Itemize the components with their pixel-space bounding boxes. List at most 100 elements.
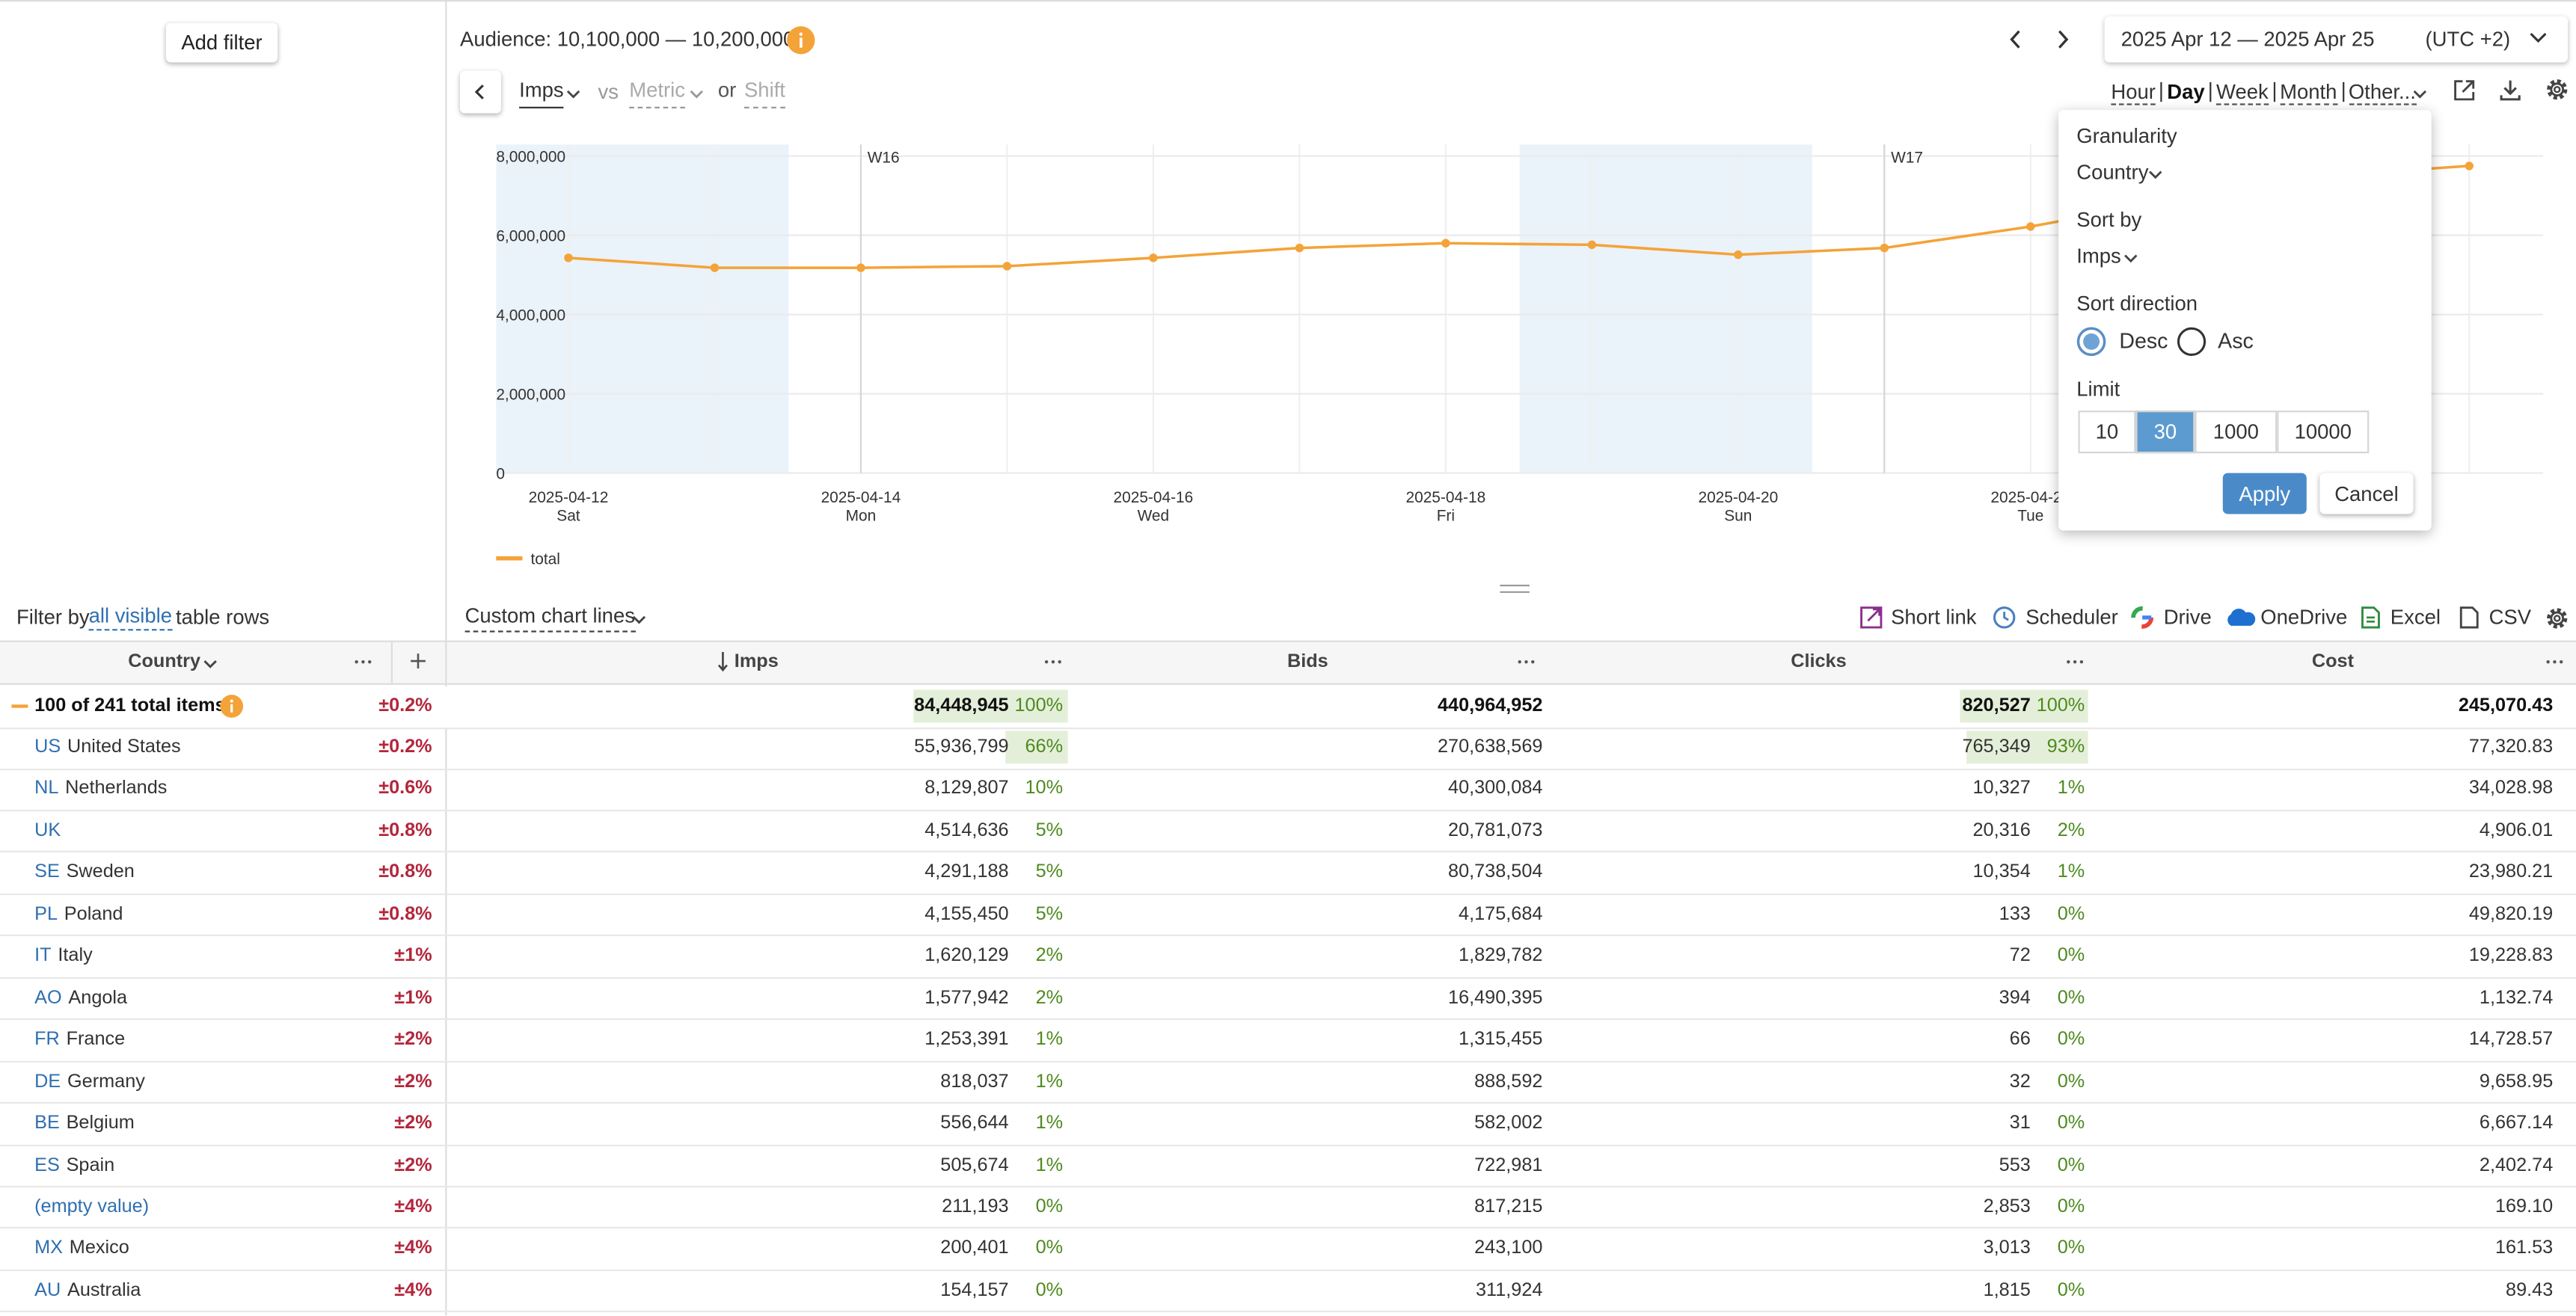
granularity-link[interactable]: Day bbox=[2167, 80, 2205, 104]
action-icon[interactable] bbox=[2224, 606, 2256, 629]
limit-button[interactable] bbox=[2135, 411, 2195, 454]
granularity-select[interactable]: Country bbox=[2076, 161, 2149, 185]
column-menu[interactable] bbox=[1044, 659, 1061, 664]
apply-label[interactable]: Apply bbox=[2239, 482, 2291, 505]
compare-select[interactable]: Metric bbox=[629, 79, 685, 108]
column-header[interactable]: Cost bbox=[2311, 651, 2355, 672]
open-icon[interactable] bbox=[2453, 79, 2476, 102]
clicks-share: 0% bbox=[2057, 1030, 2085, 1050]
country-code[interactable]: DE bbox=[34, 1071, 61, 1092]
sort-by-select[interactable]: Imps bbox=[2076, 245, 2121, 268]
y-tick-label: 8,000,000 bbox=[496, 148, 565, 165]
apply-button[interactable] bbox=[2222, 473, 2307, 514]
radio-label: Asc bbox=[2218, 328, 2254, 354]
column-menu[interactable] bbox=[355, 659, 372, 664]
country-code[interactable]: NL bbox=[34, 779, 59, 799]
action-label[interactable]: OneDrive bbox=[2260, 606, 2348, 630]
action-icon[interactable] bbox=[2359, 606, 2385, 629]
country-code[interactable]: ES bbox=[34, 1155, 60, 1175]
clicks-share: 93% bbox=[2046, 737, 2085, 757]
action-label[interactable]: Short link bbox=[1891, 606, 1977, 630]
column-header[interactable]: Clicks bbox=[1791, 651, 1847, 672]
column-menu[interactable] bbox=[2067, 659, 2084, 664]
country-code[interactable]: FR bbox=[34, 1030, 60, 1050]
limit-label[interactable]: 30 bbox=[2153, 420, 2177, 444]
error-margin: ±0.6% bbox=[378, 779, 432, 799]
column-menu[interactable] bbox=[2546, 659, 2563, 664]
prev-arrow[interactable] bbox=[2009, 30, 2023, 49]
country-code[interactable]: AO bbox=[34, 988, 62, 1008]
country-code[interactable]: MX bbox=[34, 1238, 64, 1259]
action-label[interactable]: Drive bbox=[2163, 606, 2212, 630]
cost-value: 49,820.19 bbox=[2468, 904, 2554, 925]
resize-handle[interactable] bbox=[1500, 584, 1530, 593]
column-menu[interactable] bbox=[1518, 659, 1535, 664]
limit-label[interactable]: 1000 bbox=[2212, 420, 2259, 444]
limit-button[interactable] bbox=[2078, 411, 2136, 454]
filter-label: Filter by bbox=[16, 606, 90, 630]
add-filter-button[interactable] bbox=[165, 22, 278, 63]
settings-icon[interactable] bbox=[2545, 606, 2569, 630]
filter-link[interactable]: all visible bbox=[88, 604, 173, 631]
country-name: Spain bbox=[66, 1155, 115, 1175]
row-border bbox=[0, 809, 2576, 811]
date-picker[interactable] bbox=[2104, 16, 2569, 63]
limit-button[interactable] bbox=[2195, 411, 2278, 454]
radio-desc[interactable] bbox=[2076, 327, 2106, 357]
bids-value: 582,002 bbox=[1474, 1113, 1543, 1134]
add-filter-label[interactable]: Add filter bbox=[181, 31, 263, 55]
granularity-link[interactable]: Other... bbox=[2348, 80, 2416, 105]
action-label[interactable]: Scheduler bbox=[2025, 606, 2118, 630]
data-point bbox=[1880, 243, 1889, 253]
radio-asc[interactable] bbox=[2177, 327, 2207, 357]
country-code[interactable]: BE bbox=[34, 1113, 60, 1134]
clicks-value: 20,316 bbox=[1972, 820, 2031, 841]
imps-share: 1% bbox=[1035, 1155, 1064, 1175]
limit-button[interactable] bbox=[2277, 411, 2370, 454]
granularity-link[interactable]: Month bbox=[2280, 80, 2337, 105]
action-icon[interactable] bbox=[2458, 606, 2484, 629]
granularity-link[interactable]: Hour bbox=[2111, 80, 2156, 105]
cancel-button[interactable] bbox=[2319, 473, 2414, 514]
action-icon[interactable] bbox=[1859, 606, 1886, 629]
bids-value: 80,738,504 bbox=[1448, 862, 1543, 883]
settings-icon[interactable] bbox=[2545, 77, 2569, 102]
x-tick-label: 2025-04-16 bbox=[1114, 489, 1194, 506]
country-code[interactable]: AU bbox=[34, 1280, 61, 1301]
country-code[interactable]: SE bbox=[34, 862, 60, 883]
date-range[interactable]: 2025 Apr 12 — 2025 Apr 25 bbox=[2120, 28, 2375, 52]
country-code[interactable]: (empty value) bbox=[34, 1197, 150, 1217]
limit-label[interactable]: 10 bbox=[2095, 420, 2119, 444]
country-code[interactable]: IT bbox=[34, 946, 52, 967]
add-column[interactable] bbox=[411, 654, 426, 668]
x-tick-label: 2025-04-20 bbox=[1698, 489, 1778, 506]
cost-value: 1,132.74 bbox=[2479, 988, 2554, 1008]
imps-value: 1,577,942 bbox=[924, 988, 1009, 1008]
error-margin: ±2% bbox=[394, 1030, 432, 1050]
bids-value: 440,964,952 bbox=[1437, 696, 1543, 716]
shift-select[interactable]: Shift bbox=[743, 79, 785, 108]
back-button[interactable] bbox=[460, 70, 501, 114]
action-icon[interactable] bbox=[1993, 606, 2019, 629]
data-point bbox=[564, 253, 573, 262]
action-label[interactable]: Excel bbox=[2390, 606, 2441, 630]
limit-label[interactable]: 10000 bbox=[2294, 420, 2352, 444]
custom-lines-select[interactable]: Custom chart lines bbox=[464, 604, 635, 633]
country-code[interactable]: US bbox=[34, 737, 61, 757]
download-icon[interactable] bbox=[2499, 79, 2522, 102]
next-arrow[interactable] bbox=[2057, 30, 2070, 49]
country-code[interactable]: UK bbox=[34, 820, 61, 841]
error-margin: ±4% bbox=[394, 1238, 432, 1259]
column-header[interactable]: Imps bbox=[734, 651, 779, 672]
chevron bbox=[566, 90, 580, 99]
country-code[interactable]: PL bbox=[34, 904, 58, 925]
column-header[interactable]: Bids bbox=[1287, 651, 1328, 672]
cancel-label[interactable]: Cancel bbox=[2334, 482, 2399, 505]
metric-select[interactable]: Imps bbox=[519, 79, 564, 108]
action-icon[interactable] bbox=[2131, 606, 2157, 629]
total-label: 100 of 241 total items bbox=[34, 696, 226, 716]
action-label[interactable]: CSV bbox=[2488, 606, 2532, 630]
week-label: W16 bbox=[868, 149, 900, 166]
column-header[interactable]: Country bbox=[128, 651, 201, 672]
granularity-link[interactable]: Week bbox=[2216, 80, 2269, 105]
